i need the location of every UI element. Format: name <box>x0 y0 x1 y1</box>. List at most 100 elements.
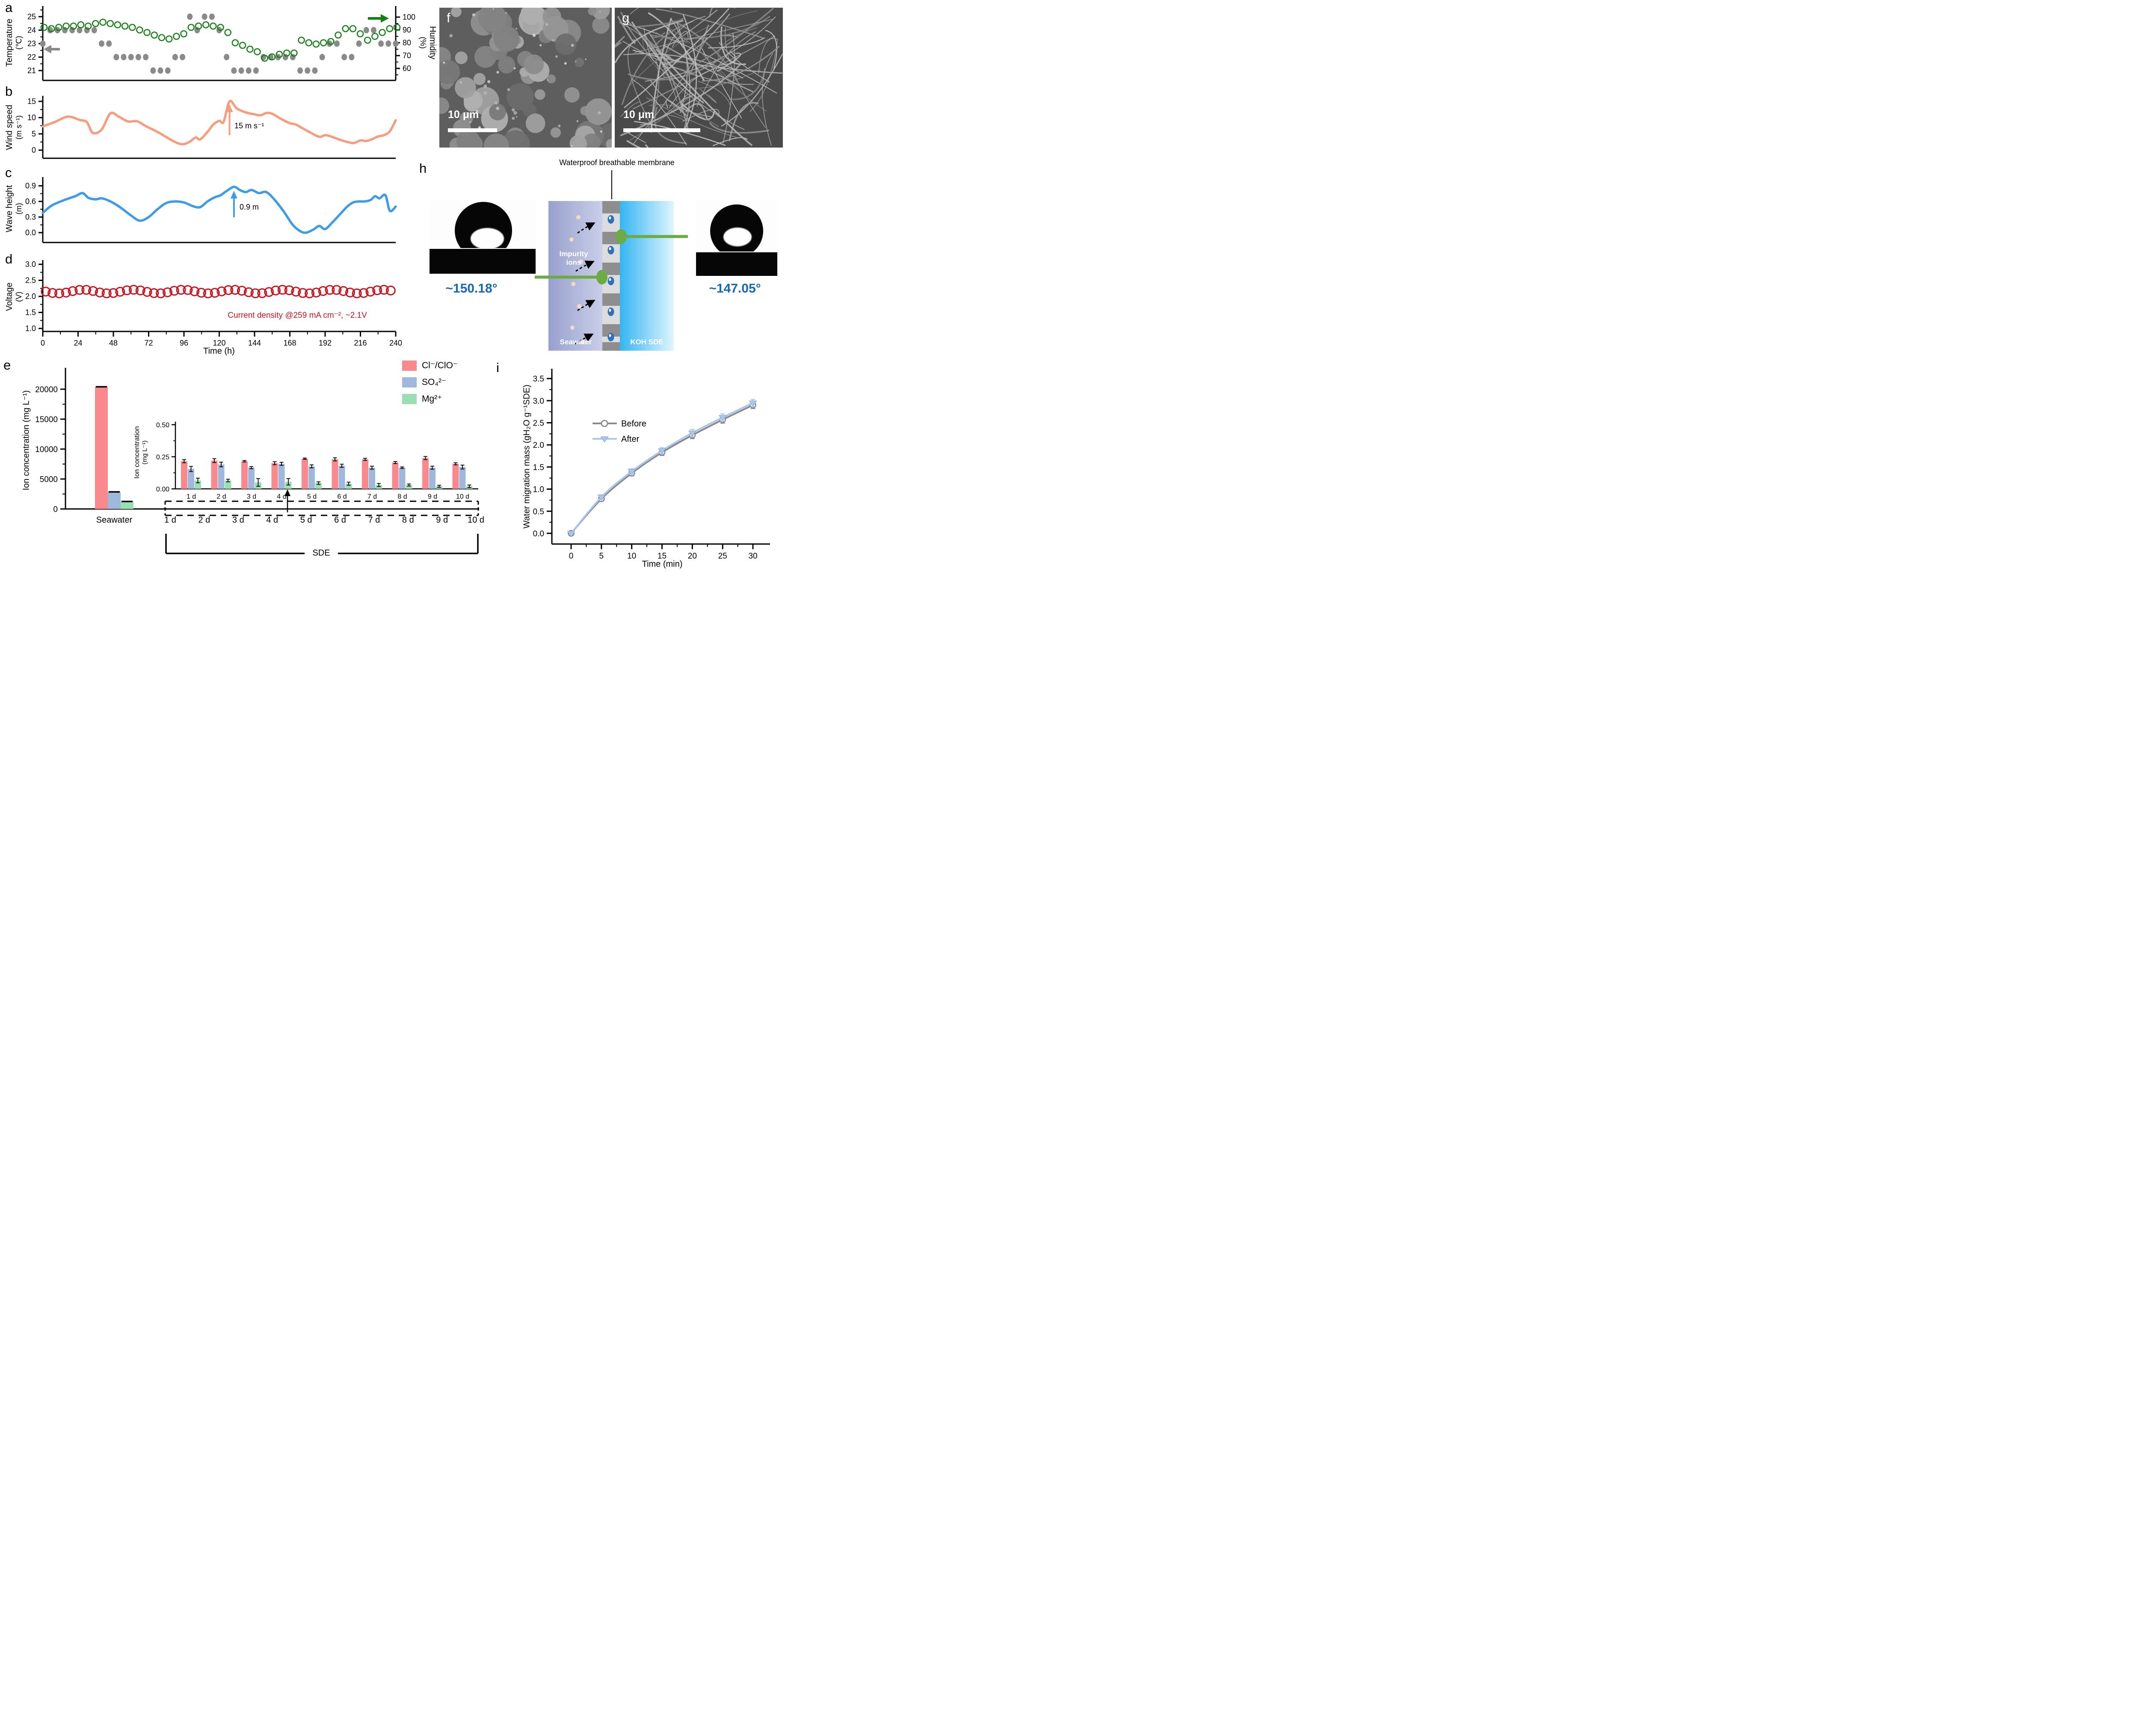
cl-swatch <box>402 360 417 371</box>
wave-peak-annotation: 0.9 m <box>240 203 259 211</box>
seawater-bar <box>121 501 133 509</box>
ion-block-arrow <box>575 334 594 345</box>
panel-letter-i: i <box>496 360 499 375</box>
svg-text:9 d: 9 d <box>428 493 437 500</box>
panel-b-chart: 0 5 10 15 <box>27 96 397 159</box>
temperature-series <box>40 13 399 74</box>
humidity-label-line2: (%) <box>418 36 427 49</box>
axis-label-voltage: Voltage (V) <box>5 260 24 333</box>
impurity-line2: ions <box>566 258 581 266</box>
svg-text:10 d: 10 d <box>456 493 469 500</box>
panel-e-chart: 0 5000 10000 15000 20000 Seawater 1 d 2 d 3 d 4 d… <box>35 368 484 554</box>
svg-text:70: 70 <box>403 51 411 60</box>
droplet-photo-right <box>696 201 777 276</box>
panel-letter-f: f <box>447 10 450 25</box>
svg-text:1.0: 1.0 <box>25 324 36 333</box>
temperature-axis-arrow <box>44 45 51 53</box>
svg-text:100: 100 <box>403 13 415 21</box>
impurity-ion-dot <box>570 325 575 330</box>
svg-text:168: 168 <box>283 339 296 347</box>
svg-text:0: 0 <box>569 552 574 561</box>
svg-text:0.9: 0.9 <box>25 181 36 190</box>
svg-text:22: 22 <box>27 53 36 62</box>
svg-text:7 d: 7 d <box>367 493 377 500</box>
panel-a-chart: 21 22 23 24 25 60 70 80 90 100 <box>27 6 415 81</box>
svg-text:72: 72 <box>144 339 153 347</box>
axis-label-wind-speed: Wind speed (m s⁻¹) <box>5 91 24 164</box>
svg-text:5: 5 <box>599 552 604 561</box>
svg-text:24: 24 <box>27 26 36 35</box>
svg-text:3.0: 3.0 <box>533 397 544 406</box>
droplet-base-right <box>696 251 777 276</box>
inset-label-line1: Ion concentration <box>133 426 141 479</box>
legend-row-cl: Cl⁻/ClO⁻ <box>402 360 458 371</box>
water-droplet <box>607 246 614 254</box>
svg-text:6 d: 6 d <box>334 515 346 525</box>
legend-row-so4: SO₄²⁻ <box>402 377 458 387</box>
panel-letter-d: d <box>5 251 13 266</box>
cl-legend-label: Cl⁻/ClO⁻ <box>422 361 458 370</box>
wind-peak-annotation: 15 m s⁻¹ <box>234 121 264 130</box>
svg-text:15: 15 <box>658 552 667 561</box>
axis-label-ion-concentration: Ion concentration (mg L⁻¹) <box>21 390 31 491</box>
svg-text:10 d: 10 d <box>468 515 484 525</box>
seawater-bar <box>108 492 121 509</box>
svg-text:216: 216 <box>354 339 367 347</box>
koh-sde-region-label: KOH SDE <box>630 338 664 346</box>
svg-text:0: 0 <box>53 505 58 514</box>
time-min-axis-label: Time (min) <box>642 559 683 569</box>
inset-label-line2: (mg L⁻¹) <box>141 440 149 464</box>
svg-text:After: After <box>621 435 640 444</box>
svg-text:3.0: 3.0 <box>25 260 36 269</box>
water-droplet <box>607 277 614 285</box>
svg-text:5000: 5000 <box>40 475 58 484</box>
time-h-axis-label: Time (h) <box>203 346 235 356</box>
wind-peak-arrow <box>226 104 233 112</box>
droplet-highlight-left <box>471 228 504 249</box>
svg-text:1.0: 1.0 <box>533 485 544 494</box>
seawater-region-label: Seawater <box>560 338 592 346</box>
svg-text:23: 23 <box>27 39 36 48</box>
svg-text:3 d: 3 d <box>247 493 256 500</box>
droplet-photo-left <box>430 200 536 274</box>
contact-angle-left: ~150.18° <box>445 281 498 296</box>
wave-peak-arrow <box>230 191 237 198</box>
svg-text:1.5: 1.5 <box>533 463 544 472</box>
membrane-title: Waterproof breathable membrane <box>559 158 675 167</box>
connector-dot-left <box>596 270 607 284</box>
svg-text:25: 25 <box>718 552 727 561</box>
so4-legend-label: SO₄²⁻ <box>422 377 446 387</box>
sde-bracket-label: SDE <box>305 548 337 558</box>
svg-text:0: 0 <box>41 339 45 347</box>
migration-legend: Before After <box>593 419 646 444</box>
temperature-label-line1: Temperature <box>5 18 15 67</box>
axis-label-wave-height: Wave height (m) <box>5 172 24 245</box>
svg-text:2 d: 2 d <box>216 493 226 500</box>
axis-label-water-migration: Water migration mass (gH₂O g⁻¹SDE) <box>522 384 532 529</box>
water-droplet <box>607 215 614 224</box>
svg-text:1 d: 1 d <box>187 493 196 500</box>
svg-text:8 d: 8 d <box>402 515 414 525</box>
svg-text:5: 5 <box>32 130 36 138</box>
svg-text:Before: Before <box>621 419 646 429</box>
svg-text:0.5: 0.5 <box>533 507 544 516</box>
svg-text:144: 144 <box>248 339 261 347</box>
axis-label-temperature: Temperature (℃) <box>5 6 24 79</box>
after-series <box>567 399 757 537</box>
svg-text:20: 20 <box>688 552 697 561</box>
koh-sde-region <box>620 201 674 351</box>
svg-text:24: 24 <box>74 339 82 347</box>
svg-text:9 d: 9 d <box>436 515 448 525</box>
svg-text:90: 90 <box>403 26 411 34</box>
svg-text:15: 15 <box>27 97 36 106</box>
membrane-block <box>602 201 620 213</box>
legend-row-mg: Mg²⁺ <box>402 393 458 404</box>
svg-text:1.5: 1.5 <box>25 308 36 317</box>
wave-label-line2: (m) <box>15 203 24 215</box>
svg-text:2.0: 2.0 <box>533 441 544 450</box>
humidity-series <box>40 18 401 62</box>
svg-text:2.0: 2.0 <box>25 292 36 301</box>
svg-text:120: 120 <box>213 339 225 347</box>
wind-speed-line <box>41 100 397 146</box>
